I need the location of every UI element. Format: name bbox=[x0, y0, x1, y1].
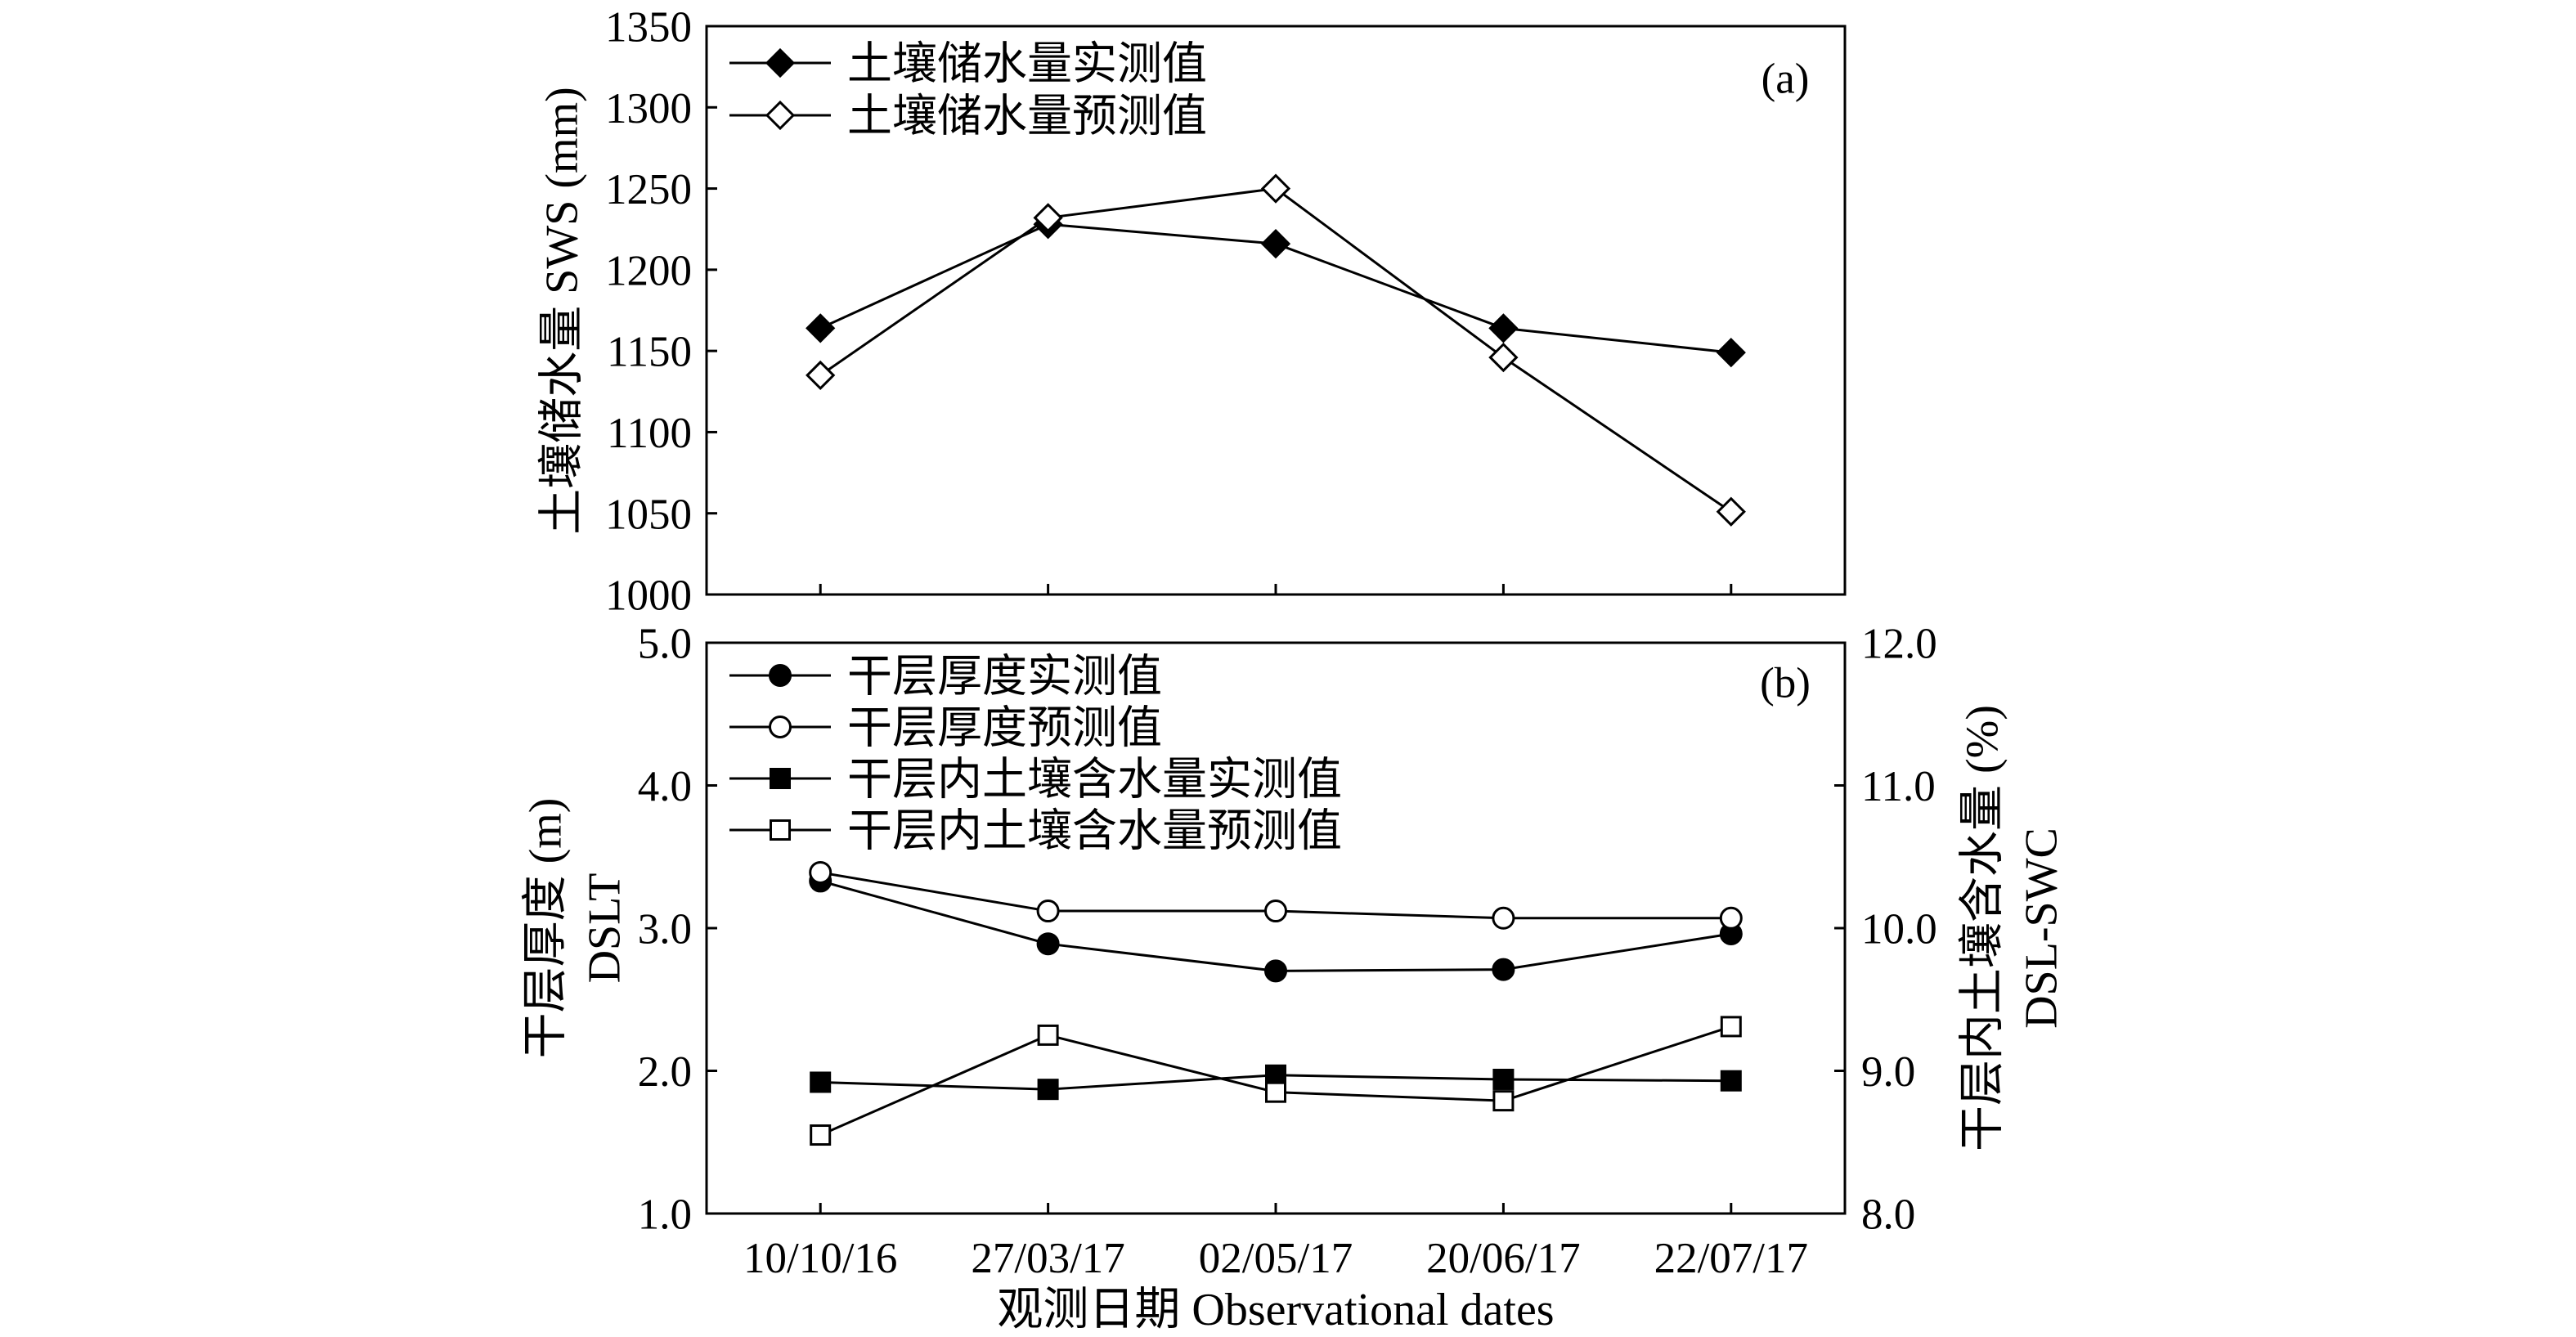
x-tick-label: 27/03/17 bbox=[971, 1235, 1124, 1282]
y2-tick-label: 8.0 bbox=[1861, 1191, 1915, 1239]
panel-a: 1000 1050 1100 1150 1200 1250 1300 1350 土壤储水量 S… bbox=[537, 4, 1847, 620]
panel-a-plot-area bbox=[806, 173, 1746, 527]
x-tick-label: 22/07/17 bbox=[1654, 1235, 1808, 1282]
data-point-filled-diamond bbox=[1260, 228, 1291, 259]
open-diamond-icon bbox=[765, 100, 796, 131]
data-point-open-circle bbox=[1036, 900, 1060, 923]
legend-label: 干层厚度实测值 bbox=[847, 651, 1162, 701]
y-tick-label: 1050 bbox=[605, 491, 692, 538]
data-point-filled-diamond bbox=[1716, 338, 1746, 368]
data-point-filled-diamond bbox=[1488, 313, 1519, 343]
data-point-open-square bbox=[1265, 1081, 1286, 1103]
legend-item: 干层厚度预测值 bbox=[729, 702, 1162, 752]
legend-item: 干层内土壤含水量实测值 bbox=[729, 754, 1342, 804]
panel-b-label: (b) bbox=[1760, 660, 1811, 707]
data-point-filled-square bbox=[1720, 1070, 1742, 1092]
y-tick-label: 5.0 bbox=[638, 621, 692, 668]
y-tick-label: 1100 bbox=[607, 410, 692, 457]
y2-tick-label: 12.0 bbox=[1861, 621, 1937, 668]
y-tick-label: 4.0 bbox=[638, 763, 692, 810]
panel-b-y-axis-title: 干层厚度 (m) bbox=[521, 798, 572, 1059]
y-tick-label: 1200 bbox=[605, 247, 692, 294]
y-tick-label: 1300 bbox=[605, 85, 692, 132]
legend-item: 土壤储水量预测值 bbox=[729, 91, 1207, 141]
panel-b-plot-area bbox=[809, 860, 1743, 1146]
data-point-open-square bbox=[1720, 1016, 1742, 1038]
y2-tick-label: 10.0 bbox=[1861, 906, 1937, 953]
data-point-filled-square bbox=[1492, 1068, 1515, 1090]
data-point-open-diamond bbox=[806, 360, 836, 391]
panel-b-axes: 1.0 2.0 3.0 4.0 5.0 8.0 9.0 10.0 11.0 12.0 bbox=[638, 621, 1937, 1239]
data-point-open-square bbox=[810, 1124, 832, 1146]
legend-label: 干层内土壤含水量实测值 bbox=[847, 754, 1342, 804]
data-point-open-diamond bbox=[1260, 173, 1291, 204]
y2-tick-label: 9.0 bbox=[1861, 1048, 1915, 1096]
legend-label: 土壤储水量预测值 bbox=[847, 91, 1207, 141]
y-tick-label: 3.0 bbox=[638, 906, 692, 953]
y-tick-label: 1250 bbox=[605, 166, 692, 213]
data-point-filled-circle bbox=[1036, 932, 1060, 956]
data-point-open-square bbox=[1492, 1090, 1515, 1112]
data-point-open-diamond bbox=[1488, 342, 1519, 373]
legend-label: 土壤储水量实测值 bbox=[847, 38, 1207, 88]
open-circle-icon bbox=[769, 716, 792, 738]
legend-item: 土壤储水量实测值 bbox=[729, 38, 1207, 88]
panel-b-y2-axis-abbrev: DSL-SWC bbox=[2017, 828, 2067, 1029]
data-point-open-circle bbox=[1719, 906, 1743, 930]
open-square-icon bbox=[770, 819, 791, 841]
data-point-open-diamond bbox=[1716, 496, 1746, 527]
panel-b-y-axis-abbrev: DSLT bbox=[580, 873, 631, 984]
x-tick-labels: 10/10/16 27/03/17 02/05/17 20/06/17 22/07/17 bbox=[743, 1235, 1808, 1282]
legend-label: 干层内土壤含水量预测值 bbox=[847, 805, 1342, 855]
data-point-filled-square bbox=[810, 1071, 832, 1093]
data-point-filled-circle bbox=[1492, 958, 1515, 981]
x-tick-label: 02/05/17 bbox=[1199, 1235, 1353, 1282]
panel-a-legend: 土壤储水量实测值 土壤储水量预测值 bbox=[729, 38, 1207, 141]
data-point-open-diamond bbox=[1033, 203, 1063, 233]
y-tick-label: 1000 bbox=[605, 572, 692, 620]
legend-label: 干层厚度预测值 bbox=[847, 702, 1162, 752]
data-point-filled-diamond bbox=[806, 313, 836, 343]
filled-diamond-icon bbox=[765, 47, 796, 79]
data-point-filled-circle bbox=[1264, 959, 1287, 983]
panel-a-y-axis-title: 土壤储水量 SWS (mm) bbox=[537, 87, 588, 535]
y-tick-label: 1.0 bbox=[638, 1191, 692, 1239]
x-tick-label: 10/10/16 bbox=[743, 1235, 897, 1282]
data-point-open-circle bbox=[1492, 906, 1515, 930]
x-axis-title: 观测日期 Observational dates bbox=[997, 1285, 1554, 1335]
data-point-open-circle bbox=[809, 860, 832, 884]
data-point-open-circle bbox=[1264, 900, 1287, 923]
panel-a-axes: 1000 1050 1100 1150 1200 1250 1300 1350 bbox=[605, 4, 1733, 620]
data-point-filled-square bbox=[1037, 1079, 1059, 1101]
legend-item: 干层内土壤含水量预测值 bbox=[729, 805, 1342, 855]
y2-tick-label: 11.0 bbox=[1861, 763, 1936, 810]
panel-b-legend: 干层厚度实测值 干层厚度预测值 干层内土壤含水量实测值 干层内土壤含水量预测值 bbox=[729, 651, 1342, 855]
y-tick-label: 1150 bbox=[607, 329, 692, 376]
panel-b: 1.0 2.0 3.0 4.0 5.0 8.0 9.0 10.0 11.0 12.0 干层厚度 (… bbox=[521, 621, 2067, 1239]
filled-circle-icon bbox=[769, 664, 792, 687]
panel-b-y2-axis-title: 干层内土壤含水量 (%) bbox=[1958, 705, 2008, 1151]
panel-a-label: (a) bbox=[1761, 56, 1810, 103]
filled-square-icon bbox=[770, 768, 791, 789]
legend-item: 干层厚度实测值 bbox=[729, 651, 1162, 701]
x-tick-label: 20/06/17 bbox=[1426, 1235, 1580, 1282]
y-tick-label: 1350 bbox=[605, 4, 692, 52]
data-point-open-square bbox=[1037, 1024, 1059, 1046]
y-tick-label: 2.0 bbox=[638, 1048, 692, 1096]
